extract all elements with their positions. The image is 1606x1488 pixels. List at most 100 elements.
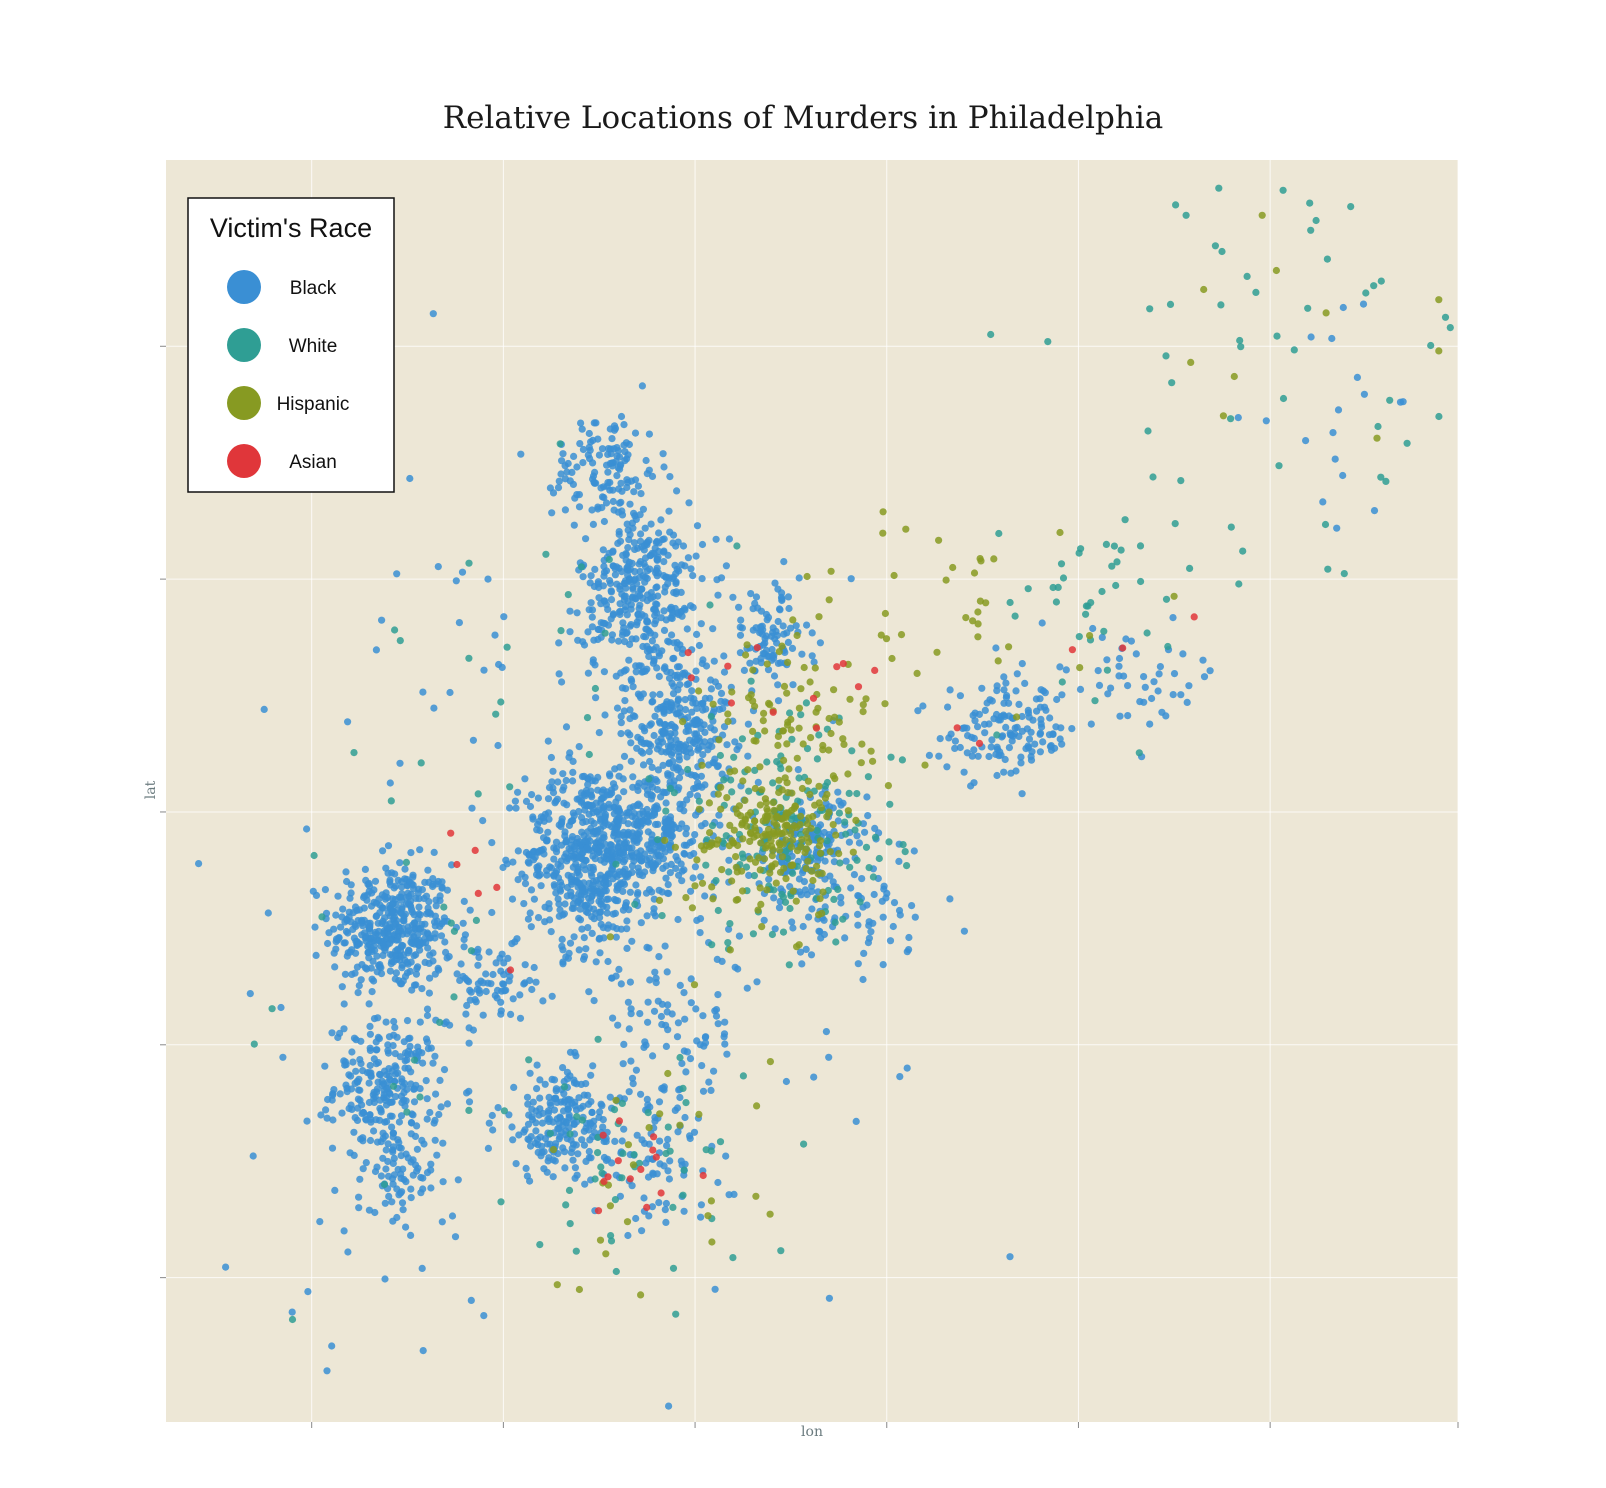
- point-black-1896: [601, 711, 609, 719]
- point-black-1795: [667, 720, 676, 729]
- point-black-3353: [588, 777, 596, 785]
- point-black-1270: [575, 743, 583, 751]
- point-black-3103: [1107, 684, 1115, 692]
- point-white-3696: [497, 698, 505, 706]
- point-black-2277: [564, 459, 572, 468]
- point-black-648: [352, 1036, 360, 1044]
- point-black-3304: [903, 1064, 911, 1072]
- point-black-2142: [555, 670, 563, 678]
- point-black-1511: [601, 813, 609, 821]
- point-black-335: [342, 868, 350, 876]
- point-black-2181: [589, 520, 598, 529]
- point-black-1176: [547, 864, 556, 872]
- point-white-3712: [1312, 216, 1320, 225]
- point-black-3087: [986, 696, 994, 704]
- point-white-3708: [733, 542, 741, 550]
- point-hispanic-4086: [1322, 309, 1330, 317]
- point-black-2886: [721, 1018, 729, 1026]
- point-white-3582: [682, 1099, 690, 1107]
- point-black-3294: [480, 1312, 488, 1320]
- point-hispanic-3987: [802, 845, 811, 853]
- point-black-2380: [789, 681, 797, 689]
- point-black-1591: [644, 818, 653, 826]
- point-black-3017: [925, 751, 934, 760]
- point-black-2233: [595, 451, 604, 459]
- point-black-1316: [620, 752, 629, 761]
- point-hispanic-3858: [797, 812, 805, 820]
- point-hispanic-3935: [698, 761, 706, 769]
- point-hispanic-3808: [726, 821, 734, 830]
- point-black-2053: [636, 601, 644, 609]
- point-black-3184: [820, 916, 828, 924]
- point-black-116: [355, 982, 363, 990]
- point-black-2931: [655, 1098, 664, 1106]
- point-black-1107: [594, 773, 602, 782]
- point-hispanic-3873: [752, 827, 760, 835]
- point-hispanic-4076: [575, 1285, 584, 1294]
- point-black-2171: [602, 499, 611, 507]
- point-black-294: [353, 941, 361, 950]
- point-white-3612: [1102, 540, 1110, 549]
- point-white-3614: [995, 529, 1003, 538]
- point-hispanic-3990: [682, 894, 690, 902]
- point-black-3347: [794, 766, 802, 774]
- point-hispanic-3939: [839, 735, 847, 743]
- point-black-1264: [512, 804, 520, 812]
- point-black-2239: [673, 487, 681, 495]
- point-black-3274: [379, 847, 387, 855]
- point-black-1787: [719, 704, 727, 713]
- point-black-197: [438, 884, 446, 892]
- point-black-1073: [509, 858, 517, 866]
- point-black-2227: [604, 445, 613, 453]
- point-hispanic-3949: [728, 688, 736, 696]
- point-black-2882: [664, 1001, 672, 1009]
- point-black-681: [417, 1173, 425, 1182]
- point-black-2394: [752, 624, 760, 632]
- point-black-1091: [548, 778, 556, 786]
- point-black-2858: [673, 1104, 682, 1112]
- point-black-2851: [697, 1201, 706, 1209]
- point-black-357: [343, 877, 351, 886]
- point-black-3335: [605, 770, 614, 778]
- point-black-2739: [627, 1057, 635, 1065]
- point-black-413: [371, 946, 379, 954]
- point-asian-4108: [684, 649, 692, 657]
- point-black-3166: [847, 884, 855, 892]
- point-black-361: [375, 895, 383, 903]
- point-black-823: [562, 776, 570, 785]
- point-black-3069: [936, 735, 944, 743]
- chart-title: Relative Locations of Murders in Philade…: [443, 100, 1164, 136]
- point-black-523: [340, 1025, 348, 1033]
- point-black-1489: [628, 844, 636, 852]
- point-white-3715: [1370, 282, 1378, 290]
- point-hispanic-3969: [762, 844, 770, 852]
- point-black-407: [474, 961, 482, 969]
- point-black-1866: [689, 572, 697, 580]
- point-black-394: [395, 893, 403, 901]
- point-white-3520: [727, 776, 735, 784]
- point-white-3505: [864, 773, 873, 781]
- point-black-2077: [622, 602, 630, 611]
- point-black-316: [403, 958, 411, 967]
- point-black-1378: [654, 820, 662, 829]
- point-black-3121: [1094, 667, 1102, 675]
- point-black-1798: [655, 718, 664, 726]
- point-hispanic-3922: [797, 685, 805, 693]
- point-black-2270: [561, 506, 570, 514]
- point-black-3046: [1027, 728, 1035, 736]
- point-black-2937: [711, 1007, 719, 1015]
- point-black-2610: [549, 1173, 557, 1181]
- point-black-2563: [834, 788, 842, 796]
- point-black-3140: [1334, 406, 1343, 414]
- point-white-3667: [268, 1005, 276, 1013]
- point-hispanic-3750: [766, 869, 774, 877]
- point-white-3519: [654, 836, 662, 844]
- point-black-2329: [738, 624, 747, 632]
- point-black-1967: [629, 585, 637, 593]
- point-white-3444: [708, 941, 716, 949]
- point-asian-4105: [753, 644, 761, 652]
- point-black-3311: [692, 1005, 700, 1013]
- point-black-221: [416, 846, 424, 854]
- point-hispanic-3872: [769, 830, 778, 838]
- point-black-1243: [682, 830, 690, 838]
